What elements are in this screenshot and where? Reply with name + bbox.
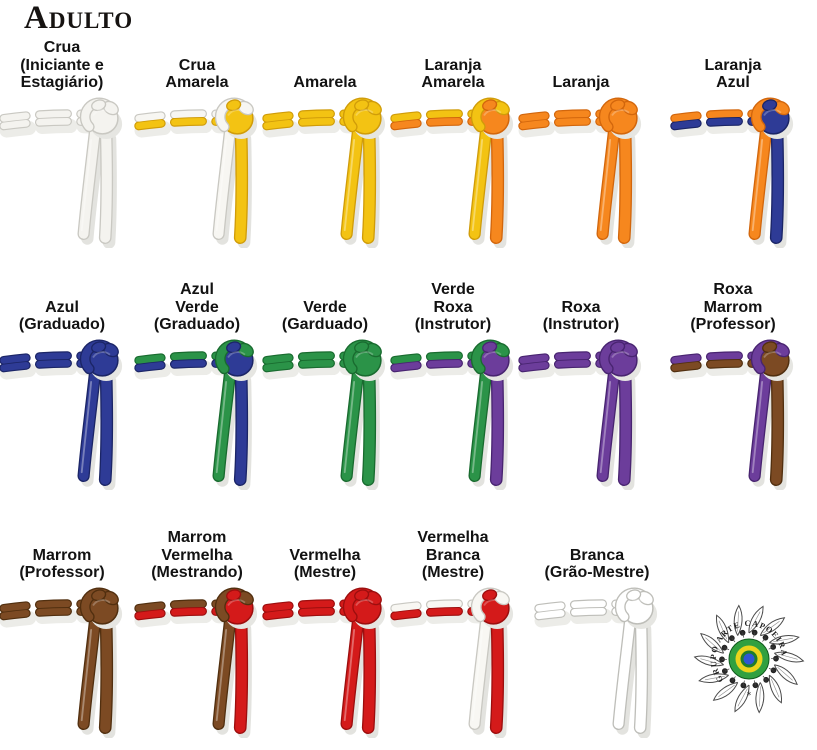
belt-label: Verde Roxa (Instrutor): [414, 281, 492, 334]
belt-label: Laranja Azul: [704, 56, 762, 92]
belt-label: Laranja: [552, 74, 610, 92]
belt-cell-laranja-amarela: Laranja Amarela: [387, 28, 519, 248]
belt-label: Azul Verde (Graduado): [153, 281, 241, 334]
belt-illustration-marrom: [0, 587, 123, 738]
belt-label: Vermelha (Mestre): [289, 546, 361, 582]
belt-illustration-roxa: [518, 339, 642, 490]
belt-cell-marrom-vermelha: Marrom Vermelha (Mestrando): [131, 518, 263, 738]
belt-illustration-laranja-amarela: [390, 97, 514, 248]
belt-label: Crua Amarela: [165, 56, 229, 92]
belt-cell-vermelha-branca: Vermelha Branca (Mestre): [387, 518, 519, 738]
belt-illustration-amarela: [262, 97, 386, 248]
belt-label: Branca (Grão-Mestre): [544, 546, 650, 582]
belt-cell-roxa: Roxa (Instrutor): [515, 270, 647, 490]
svg-text:*: *: [747, 691, 752, 701]
belt-cell-marrom: Marrom (Professor): [0, 518, 128, 738]
belt-label: Crua (Iniciante e Estagiário): [20, 39, 104, 92]
belt-illustration-marrom-vermelha: [134, 587, 258, 738]
belt-cell-crua-amarela: Crua Amarela: [131, 28, 263, 248]
belt-cell-laranja: Laranja: [515, 28, 647, 248]
belt-cell-vermelha: Vermelha (Mestre): [259, 518, 391, 738]
belt-label: Azul (Graduado): [18, 298, 106, 334]
belt-illustration-verde-roxa: [390, 339, 514, 490]
belt-illustration-vermelha-branca: [390, 587, 514, 738]
belt-cell-laranja-azul: Laranja Azul: [667, 28, 799, 248]
belt-illustration-branca: [534, 587, 658, 738]
belt-illustration-laranja-azul: [670, 97, 794, 248]
belt-illustration-roxa-marrom: [670, 339, 794, 490]
belt-illustration-crua: [0, 97, 123, 248]
belt-cell-azul-verde: Azul Verde (Graduado): [131, 270, 263, 490]
belt-illustration-crua-amarela: [134, 97, 258, 248]
page-title: Adulto: [24, 0, 134, 36]
belt-illustration-vermelha: [262, 587, 386, 738]
belt-illustration-verde: [262, 339, 386, 490]
belt-illustration-azul-verde: [134, 339, 258, 490]
belt-cell-roxa-marrom: Roxa Marrom (Professor): [667, 270, 799, 490]
belt-label: Vermelha Branca (Mestre): [417, 529, 489, 582]
belt-label: Roxa Marrom (Professor): [690, 281, 776, 334]
belt-cell-azul: Azul (Graduado): [0, 270, 128, 490]
belt-label: Marrom Vermelha (Mestrando): [151, 529, 243, 582]
belt-illustration-laranja: [518, 97, 642, 248]
belt-cell-amarela: Amarela: [259, 28, 391, 248]
belt-cell-verde: Verde (Garduado): [259, 270, 391, 490]
belt-label: Roxa (Instrutor): [542, 298, 620, 334]
group-logo: GRUPO ARTE CAPOEIRA *: [686, 596, 812, 722]
belt-cell-crua: Crua (Iniciante e Estagiário): [0, 28, 128, 248]
belt-label: Verde (Garduado): [281, 298, 369, 334]
belt-label: Marrom (Professor): [19, 546, 105, 582]
belt-label: Laranja Amarela: [421, 56, 485, 92]
belt-label: Amarela: [293, 74, 357, 92]
belt-cell-verde-roxa: Verde Roxa (Instrutor): [387, 270, 519, 490]
belt-illustration-azul: [0, 339, 123, 490]
belt-cell-branca: Branca (Grão-Mestre): [531, 518, 663, 738]
capoeira-group-logo-icon: GRUPO ARTE CAPOEIRA*: [693, 604, 805, 714]
